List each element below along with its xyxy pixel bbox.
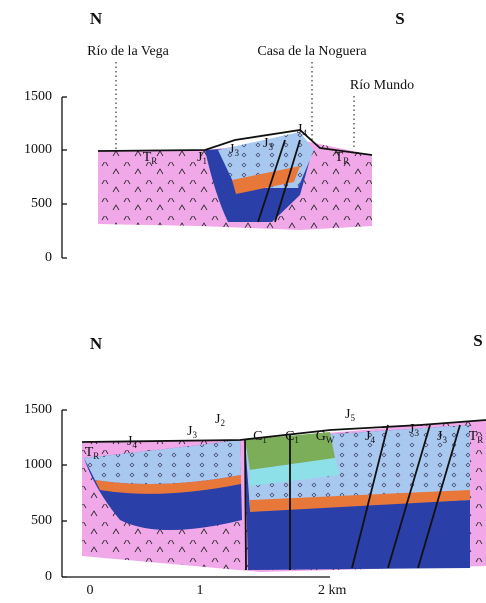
- unit-label: GW: [316, 429, 335, 445]
- scale-label: 0: [87, 583, 94, 598]
- unit-subscript: R: [477, 435, 483, 445]
- unit-subscript: 1: [262, 435, 267, 445]
- unit-label: C1: [285, 429, 299, 445]
- unit-symbol: C: [285, 429, 294, 444]
- axis-tick-label: 1500: [24, 89, 52, 104]
- scale-label: 1: [197, 583, 204, 598]
- top-panel: [62, 62, 372, 258]
- unit-subscript: 3: [192, 430, 197, 440]
- unit-subscript: 4: [132, 440, 137, 450]
- unit-subscript: 3: [268, 142, 273, 152]
- unit-subscript: 2: [220, 418, 225, 428]
- unit-subscript: 5: [350, 413, 355, 423]
- unit-subscript: R: [151, 156, 157, 166]
- axis-tick-label: 500: [31, 513, 52, 528]
- north-label: N: [90, 9, 103, 28]
- unit-subscript: 3: [442, 435, 447, 445]
- cross-sections: N S N S Río de la Vega Casa de la Noguera Río …: [0, 0, 486, 603]
- north-label: N: [90, 334, 103, 353]
- unit-label: J4: [297, 122, 307, 138]
- unit-subscript: 4: [370, 435, 375, 445]
- axis-tick-label: 0: [45, 569, 52, 584]
- axis-tick-label: 0: [45, 250, 52, 265]
- axis-tick-label: 1500: [24, 402, 52, 417]
- scale-label: 2 km: [318, 583, 347, 598]
- unit-symbol: C: [253, 429, 262, 444]
- unit-label: J2: [215, 412, 225, 428]
- unit-symbol: G: [316, 429, 326, 444]
- unit-label: J5: [345, 407, 355, 423]
- unit-subscript: 3: [234, 148, 239, 158]
- unit-label: C1: [253, 429, 267, 445]
- unit-subscript: R: [343, 156, 349, 166]
- place-label: Río Mundo: [350, 78, 414, 93]
- unit-subscript: 1: [202, 156, 207, 166]
- place-label: Casa de la Noguera: [257, 44, 367, 59]
- place-label: Río de la Vega: [87, 44, 170, 59]
- unit-label: J4: [127, 434, 137, 450]
- axis-tick-label: 1000: [24, 457, 52, 472]
- unit-subscript: 4: [302, 128, 307, 138]
- unit-label: J3: [187, 424, 197, 440]
- axis-tick-label: 500: [31, 196, 52, 211]
- unit-label: J3: [229, 142, 239, 158]
- south-label: S: [473, 331, 482, 350]
- unit-subscript: W: [326, 435, 335, 445]
- unit-subscript: 3: [414, 428, 419, 438]
- south-label: S: [395, 9, 404, 28]
- axis-tick-label: 1000: [24, 142, 52, 157]
- bottom-panel: [62, 410, 486, 577]
- unit-subscript: 1: [294, 435, 299, 445]
- unit-subscript: R: [93, 451, 99, 461]
